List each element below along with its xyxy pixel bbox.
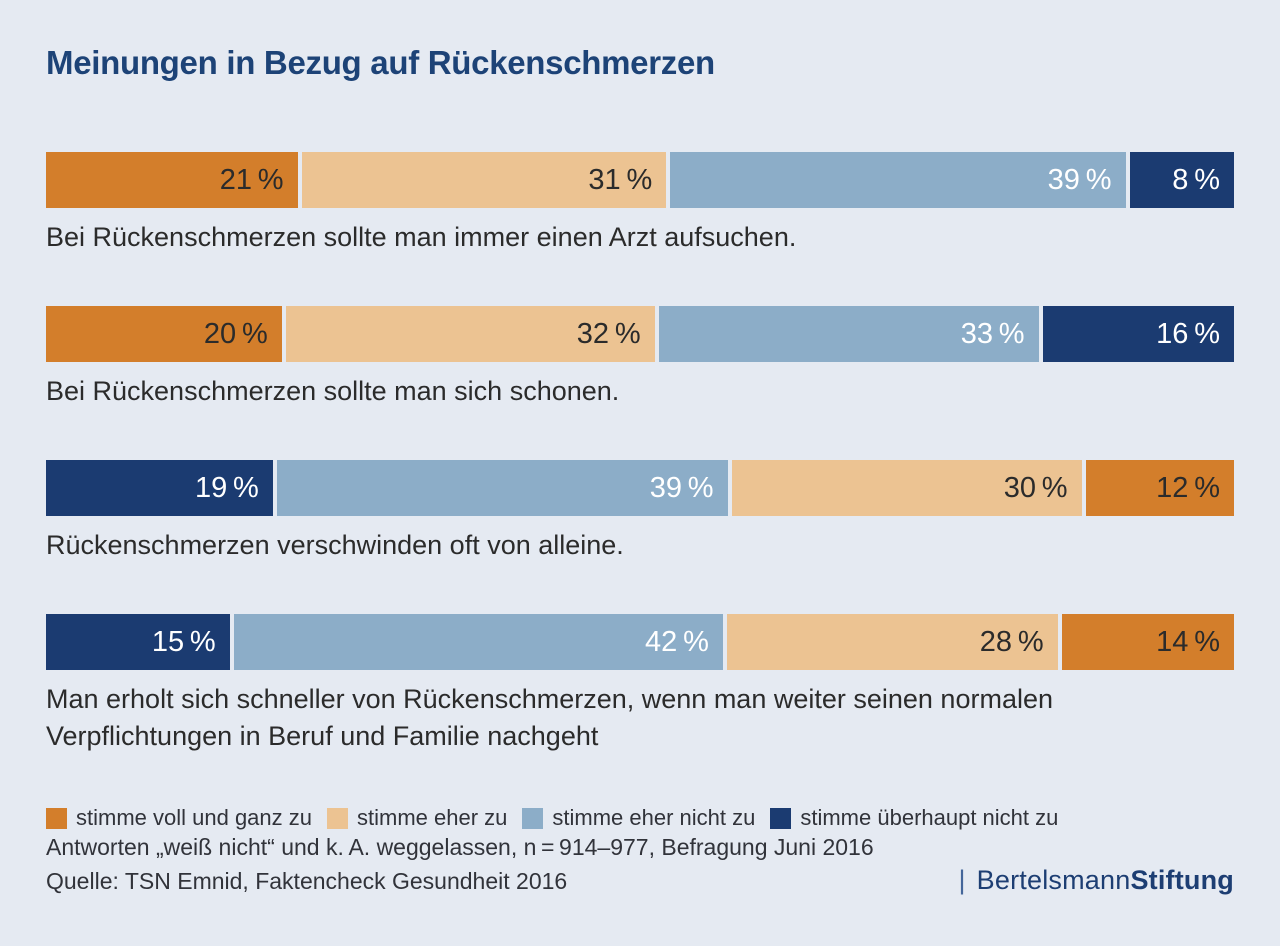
bertelsmann-stiftung-logo: | BertelsmannStiftung bbox=[958, 865, 1234, 896]
segment-value-label: 16 % bbox=[1156, 317, 1220, 350]
statement-label: Man erholt sich schneller von Rückenschm… bbox=[46, 684, 1053, 751]
bar-segment-orange: 14 % bbox=[1061, 614, 1235, 670]
segment-value-label: 14 % bbox=[1156, 625, 1221, 658]
stacked-bar-chart: 21 % 31 % 39 % 8 % Bei Rückenschmerzen sollt… bbox=[46, 152, 1235, 755]
chart-row: 15 % 42 % 28 % 14 % Man erholt sich schnelle… bbox=[46, 614, 1235, 755]
segment-value-label: 33 % bbox=[960, 317, 1025, 350]
bar-segment-tan: 32 % bbox=[285, 306, 655, 362]
legend-swatch-orange bbox=[46, 807, 67, 829]
legend-item-orange: stimme voll und ganz zu bbox=[46, 805, 312, 831]
bar-segment-lightblue: 39 % bbox=[670, 152, 1126, 208]
bar-segment-tan: 30 % bbox=[731, 460, 1082, 516]
bar-segment-darkblue: 19 % bbox=[46, 460, 273, 516]
segment-value-label: 20 % bbox=[203, 317, 268, 350]
legend: stimme voll und ganz zu stimme eher zu sti… bbox=[46, 805, 1234, 831]
stacked-bar: 21 % 31 % 39 % 8 % bbox=[46, 152, 1234, 208]
segment-value-label: 30 % bbox=[1003, 471, 1068, 504]
segment-value-label: 12 % bbox=[1156, 471, 1220, 504]
bar-segment-orange: 12 % bbox=[1085, 460, 1234, 516]
statement-label: Bei Rückenschmerzen sollte man immer ein… bbox=[46, 222, 797, 252]
legend-item-tan: stimme eher zu bbox=[327, 805, 507, 831]
bar-segment-darkblue: 8 % bbox=[1129, 152, 1234, 208]
segment-value-label: 15 % bbox=[151, 625, 216, 658]
segment-value-label: 28 % bbox=[979, 625, 1044, 658]
stacked-bar: 20 % 32 % 33 % 16 % bbox=[46, 306, 1234, 362]
stacked-bar: 19 % 39 % 30 % 12 % bbox=[46, 460, 1234, 516]
bar-segment-tan: 31 % bbox=[301, 152, 667, 208]
legend-swatch-darkblue bbox=[770, 807, 792, 829]
segment-value-label: 21 % bbox=[219, 163, 284, 196]
bar-segment-darkblue: 15 % bbox=[46, 614, 230, 670]
chart-row: 20 % 32 % 33 % 16 % Bei Rückenschmerzen soll… bbox=[46, 306, 1234, 410]
legend-label: stimme eher zu bbox=[357, 805, 508, 830]
statement-label: Rückenschmerzen verschwinden oft von all… bbox=[46, 530, 624, 560]
bar-segment-orange: 21 % bbox=[46, 152, 298, 208]
stacked-bar: 15 % 42 % 28 % 14 % bbox=[46, 614, 1235, 670]
legend-swatch-tan bbox=[327, 807, 348, 829]
bar-segment-orange: 20 % bbox=[46, 306, 282, 362]
legend-label: stimme überhaupt nicht zu bbox=[800, 805, 1059, 830]
legend-item-darkblue: stimme überhaupt nicht zu bbox=[770, 805, 1058, 831]
segment-value-label: 42 % bbox=[645, 625, 709, 658]
bottom-row: Quelle: TSN Emnid, Faktencheck Gesundhei… bbox=[46, 865, 1234, 898]
segment-value-label: 8 % bbox=[1172, 163, 1220, 196]
bar-segment-lightblue: 33 % bbox=[658, 306, 1039, 362]
logo-separator-bar: | bbox=[958, 865, 966, 895]
segment-value-label: 39 % bbox=[649, 471, 714, 504]
chart-title: Meinungen in Bezug auf Rückenschmerzen bbox=[46, 44, 715, 81]
segment-value-label: 19 % bbox=[194, 471, 259, 504]
bar-segment-tan: 28 % bbox=[726, 614, 1058, 670]
legend-label: stimme eher nicht zu bbox=[552, 805, 756, 830]
chart-row: 21 % 31 % 39 % 8 % Bei Rückenschmerzen sollt… bbox=[46, 152, 1234, 256]
segment-value-label: 31 % bbox=[588, 163, 653, 196]
segment-value-label: 39 % bbox=[1047, 163, 1112, 196]
legend-item-lightblue: stimme eher nicht zu bbox=[522, 805, 755, 831]
logo-text-regular: Bertelsmann bbox=[976, 865, 1131, 895]
bar-segment-darkblue: 16 % bbox=[1042, 306, 1234, 362]
bar-segment-lightblue: 42 % bbox=[233, 614, 723, 670]
logo-text-bold: Stiftung bbox=[1130, 865, 1234, 895]
legend-swatch-lightblue bbox=[522, 807, 544, 829]
footnote-source: Quelle: TSN Emnid, Faktencheck Gesundhei… bbox=[46, 868, 568, 894]
segment-value-label: 32 % bbox=[576, 317, 641, 350]
bar-segment-lightblue: 39 % bbox=[276, 460, 728, 516]
chart-row: 19 % 39 % 30 % 12 % Rückenschmerzen verschwi… bbox=[46, 460, 1234, 564]
legend-label: stimme voll und ganz zu bbox=[76, 805, 312, 830]
footnote-sample: Antworten „weiß nicht“ und k. A. weggela… bbox=[46, 834, 874, 860]
statement-label: Bei Rückenschmerzen sollte man sich scho… bbox=[46, 376, 620, 406]
